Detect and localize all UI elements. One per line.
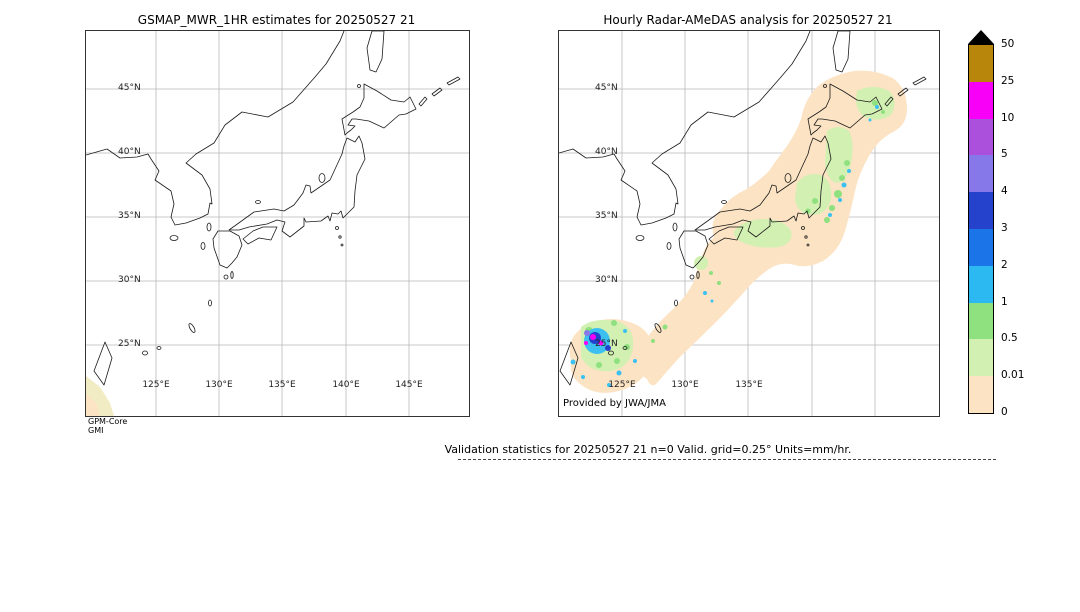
- colorbar-tick-label: 3: [1001, 222, 1008, 234]
- gsmap-map-panel: 45°N 40°N 35°N 30°N 25°N 125°E 130°E 135…: [85, 30, 470, 417]
- colorbar-tick-label: 1: [1001, 296, 1008, 308]
- colorbar-tick-label: 0.01: [1001, 369, 1025, 381]
- colorbar-band: [969, 228, 993, 266]
- colorbar-overflow-triangle-icon: [968, 30, 994, 44]
- sensor-credit-line: GMI: [88, 426, 104, 435]
- colorbar-band: [969, 339, 993, 377]
- colorbar-tick-label: 0: [1001, 406, 1008, 418]
- lon-tick-label: 145°E: [395, 380, 423, 390]
- lat-tick-label: 25°N: [595, 339, 618, 349]
- colorbar-tick-label: 4: [1001, 185, 1008, 197]
- radar-amedas-map-panel: 45°N 40°N 35°N 30°N 25°N 125°E 130°E 135…: [558, 30, 940, 417]
- lat-tick-label: 35°N: [118, 211, 141, 221]
- lon-tick-label: 125°E: [608, 380, 636, 390]
- colorbar-tick-label: 25: [1001, 75, 1015, 87]
- colorbar-bands: [968, 44, 994, 414]
- gsmap-map: [86, 31, 469, 416]
- lat-tick-label: 45°N: [595, 83, 618, 93]
- colorbar-band: [969, 376, 993, 413]
- lon-tick-label: 125°E: [142, 380, 170, 390]
- lon-tick-label: 135°E: [268, 380, 296, 390]
- colorbar-tick-label: 50: [1001, 38, 1015, 50]
- panel-title: Hourly Radar-AMeDAS analysis for 2025052…: [603, 13, 893, 27]
- lat-tick-label: 40°N: [595, 147, 618, 157]
- grid-lines: [86, 31, 469, 416]
- satellite-credit-line: GPM-Core: [88, 417, 128, 426]
- colorbar: [968, 30, 994, 414]
- gmi-swath-edge: [86, 376, 114, 416]
- coastline: [86, 31, 461, 386]
- lat-tick-label: 40°N: [118, 147, 141, 157]
- panel-title: GSMAP_MWR_1HR estimates for 20250527 21: [137, 13, 416, 27]
- colorbar-band: [969, 265, 993, 303]
- radar-map: [559, 31, 939, 416]
- caption-underline: [458, 459, 996, 460]
- lat-tick-label: 25°N: [118, 339, 141, 349]
- lon-tick-label: 135°E: [735, 380, 763, 390]
- colorbar-band: [969, 302, 993, 340]
- lat-tick-label: 30°N: [595, 275, 618, 285]
- colorbar-tick-label: 5: [1001, 148, 1008, 160]
- colorbar-tick-label: 10: [1001, 112, 1015, 124]
- colorbar-band: [969, 192, 993, 229]
- lon-tick-label: 130°E: [205, 380, 233, 390]
- lat-tick-label: 45°N: [118, 83, 141, 93]
- validation-caption: Validation statistics for 20250527 21 n=…: [444, 443, 852, 456]
- colorbar-tick-label: 2: [1001, 259, 1008, 271]
- colorbar-tick-label: 0.5: [1001, 332, 1018, 344]
- colorbar-band: [969, 118, 993, 156]
- lat-tick-label: 30°N: [118, 275, 141, 285]
- colorbar-band: [969, 155, 993, 193]
- radar-credit-line: Provided by JWA/JMA: [563, 398, 666, 409]
- lat-tick-label: 35°N: [595, 211, 618, 221]
- colorbar-band: [969, 81, 993, 119]
- lon-tick-label: 140°E: [332, 380, 360, 390]
- lon-tick-label: 130°E: [671, 380, 699, 390]
- colorbar-band: [969, 45, 993, 82]
- precip-overlay: [569, 70, 907, 393]
